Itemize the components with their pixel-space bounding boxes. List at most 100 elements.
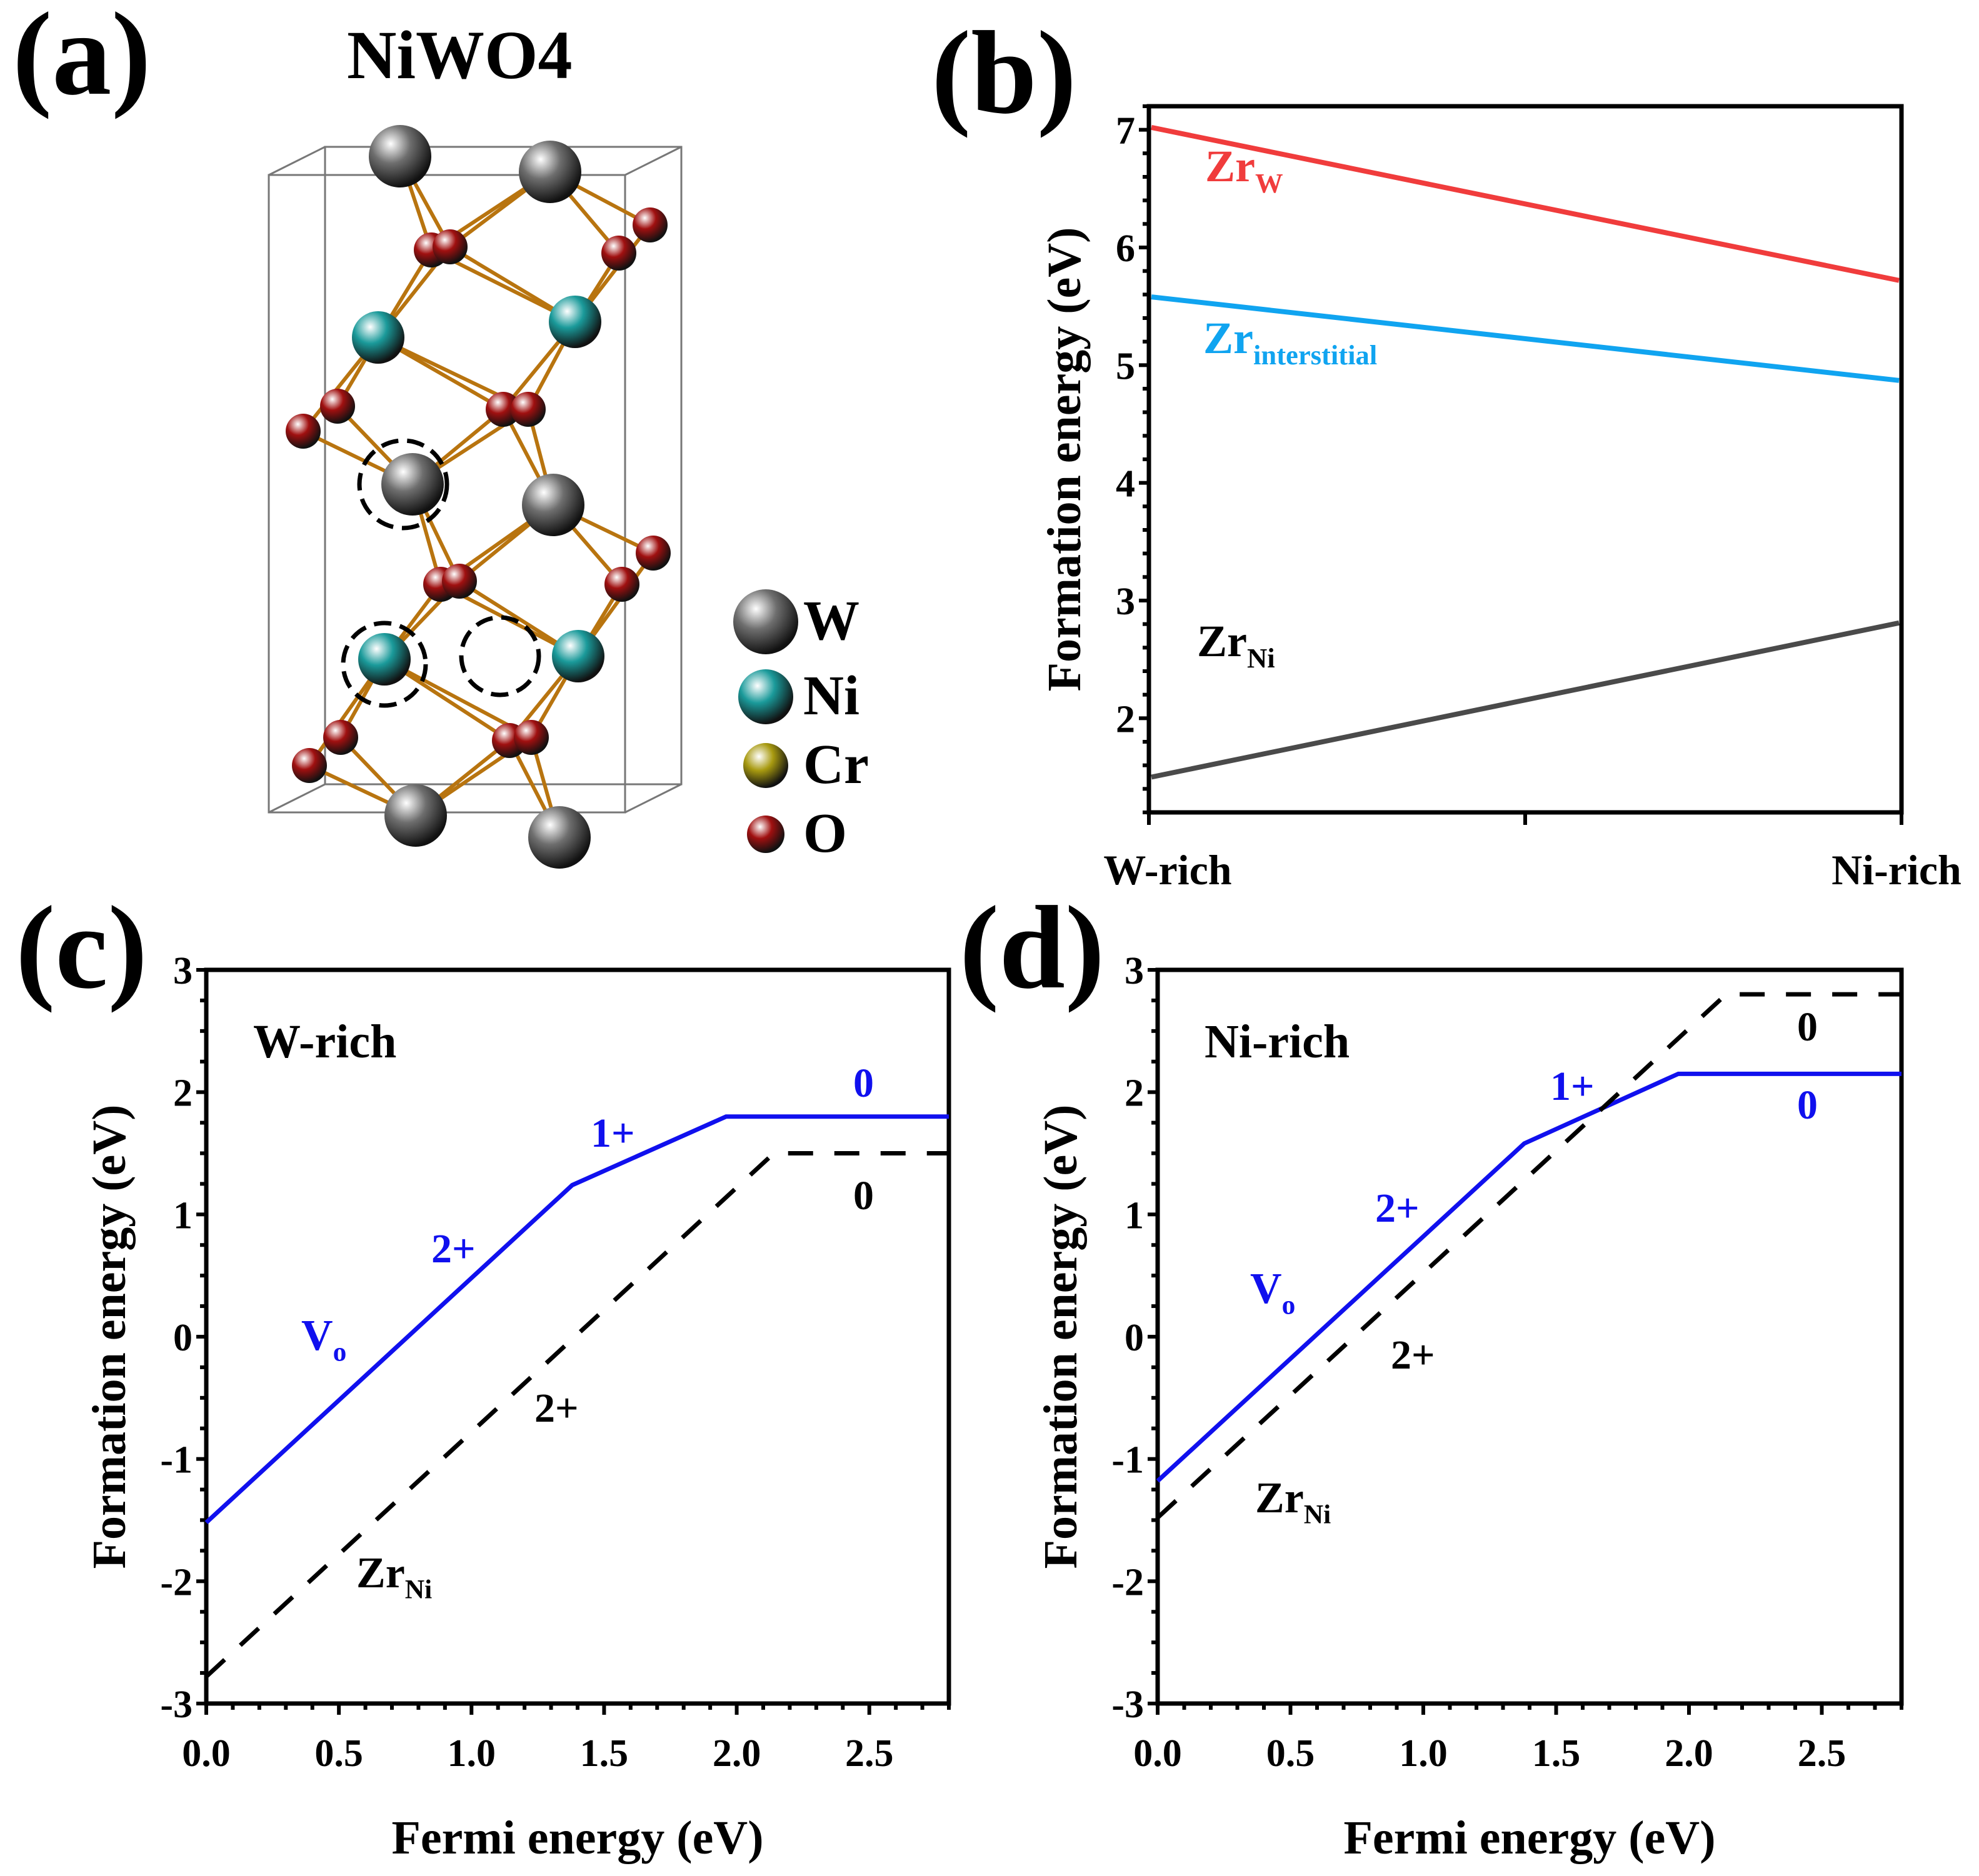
x-tick-label: 1.0	[448, 1732, 496, 1775]
cell-edge	[268, 783, 326, 814]
charge-state-label: 2+	[1391, 1332, 1435, 1378]
series-line-ZrNi	[1151, 620, 1900, 780]
y-tick-label: 3	[1116, 581, 1135, 623]
series-line-Zrinterstitial	[1151, 294, 1900, 383]
y-tick-label: 7	[1116, 110, 1135, 152]
w-atom	[384, 784, 447, 847]
legend-cr-swatch	[743, 743, 788, 788]
y-tick-label: 6	[1116, 227, 1135, 270]
y-tick-label: 5	[1116, 345, 1135, 387]
o-atom	[442, 564, 477, 599]
w-atom	[369, 125, 431, 187]
legend-w-swatch	[733, 589, 798, 654]
chart-b: 2 3 4 5 6 7 Formation energy (eV) W-rich Ni-rich…	[1038, 104, 1961, 894]
x-axis-label: Fermi energy (eV)	[391, 1812, 763, 1864]
x-tick-label: 2.5	[1798, 1732, 1846, 1775]
charge-state-label: 1+	[1550, 1064, 1595, 1109]
y-tick-label: 2	[1116, 698, 1135, 741]
legend-ni-label: Ni	[803, 665, 859, 727]
y-tick-label: -3	[1111, 1684, 1144, 1726]
y-tick-label: -2	[1111, 1561, 1144, 1604]
x-tick-label: 2.0	[713, 1732, 761, 1775]
series-label-Vo: Vo	[1250, 1265, 1295, 1320]
panel-label-c: (c)	[16, 882, 148, 1014]
panel-label-b: (b)	[931, 7, 1076, 139]
series-label-Vo: Vo	[301, 1312, 346, 1367]
legend-cr-label: Cr	[803, 734, 869, 796]
y-tick-label: 0	[1125, 1317, 1144, 1359]
y-tick-label: 0	[173, 1317, 193, 1359]
charge-state-label: 2+	[534, 1385, 579, 1431]
o-atom	[433, 229, 468, 264]
x-tick-label: 1.5	[1532, 1732, 1581, 1775]
series-line-ZrNi	[1156, 992, 1901, 1520]
o-atom	[292, 748, 327, 783]
series-label-ZrW: ZrW	[1205, 141, 1283, 199]
y-tick-label: 1	[173, 1194, 193, 1237]
o-atom	[286, 414, 321, 449]
chart-d: -3 -2 -1 0 1 2 3 Formation energy (eV) 0.0 0.5 1.0…	[1035, 950, 1904, 1864]
x-axis-label: Fermi energy (eV)	[1343, 1812, 1715, 1864]
x-category-label: Ni-rich	[1831, 846, 1961, 894]
o-atom	[633, 207, 668, 242]
charge-state-label: 0	[1797, 1082, 1818, 1128]
legend-w-label: W	[803, 590, 859, 652]
x-tick-label: 2.0	[1665, 1732, 1713, 1775]
plot-frame	[1155, 967, 1904, 1706]
charge-state-label: 0	[853, 1173, 874, 1219]
series-line-Vo	[204, 1114, 949, 1524]
series-label-ZrNi: ZrNi	[356, 1549, 432, 1605]
defect-site-marker	[341, 621, 428, 708]
y-tick-label: -1	[160, 1439, 193, 1482]
element-legend: W Ni CrO	[733, 589, 869, 864]
cell-edge	[624, 146, 682, 176]
y-axis-label: Formation energy (eV)	[1035, 1105, 1087, 1569]
charge-state-label: 0	[853, 1060, 874, 1106]
y-tick-label: 3	[1125, 950, 1144, 992]
charge-state-label: 2+	[431, 1226, 476, 1272]
defect-site-marker	[459, 615, 541, 697]
defect-site-marker	[357, 438, 449, 531]
charge-state-label: 2+	[1375, 1185, 1420, 1231]
y-tick-label: 2	[1125, 1072, 1144, 1115]
x-tick-label: 0.0	[1133, 1732, 1182, 1775]
chart-c: -3 -2 -1 0 1 2 3 Formation energy (eV) 0.0 0.5 1.0…	[83, 950, 951, 1864]
cell-edge	[268, 146, 326, 176]
series-line-ZrW	[1151, 124, 1900, 283]
series-label-ZrNi: ZrNi	[1197, 616, 1275, 674]
w-atom	[522, 474, 584, 536]
legend-ni-swatch	[738, 669, 793, 724]
o-atom	[601, 236, 636, 271]
x-tick-label: 0.5	[314, 1732, 363, 1775]
w-atom	[381, 453, 444, 516]
panel-condition-label: W-rich	[253, 1015, 396, 1068]
legend-o-label: O	[803, 802, 847, 864]
ni-atom	[552, 630, 604, 682]
x-category-label: W-rich	[1103, 846, 1231, 894]
w-atom	[519, 141, 581, 203]
y-tick-label: 2	[173, 1072, 193, 1115]
o-atom	[486, 392, 521, 427]
o-atom	[604, 567, 639, 602]
o-atom	[320, 389, 355, 424]
x-tick-label: 0.0	[182, 1732, 231, 1775]
y-tick-label: -1	[1111, 1439, 1144, 1482]
charge-state-label: 0	[1797, 1004, 1818, 1050]
charge-state-label: 1+	[591, 1110, 635, 1156]
x-tick-label: 2.5	[845, 1732, 894, 1775]
panel-label-a: (a)	[13, 0, 151, 120]
cell-edge	[624, 783, 682, 814]
y-tick-label: -3	[160, 1684, 193, 1726]
plot-frame	[1146, 104, 1904, 815]
x-tick-label: 0.5	[1266, 1732, 1315, 1775]
crystal-structure: NiWO4	[268, 17, 683, 869]
ni-atom	[549, 296, 601, 348]
panel-label-d: (d)	[959, 882, 1105, 1014]
y-tick-label: 3	[173, 950, 193, 992]
o-atom	[323, 720, 358, 755]
y-tick-label: -2	[160, 1561, 193, 1604]
panel-condition-label: Ni-rich	[1205, 1015, 1350, 1068]
series-label-Zrinterstitial: Zrinterstitial	[1203, 313, 1377, 371]
o-atom	[514, 720, 549, 755]
